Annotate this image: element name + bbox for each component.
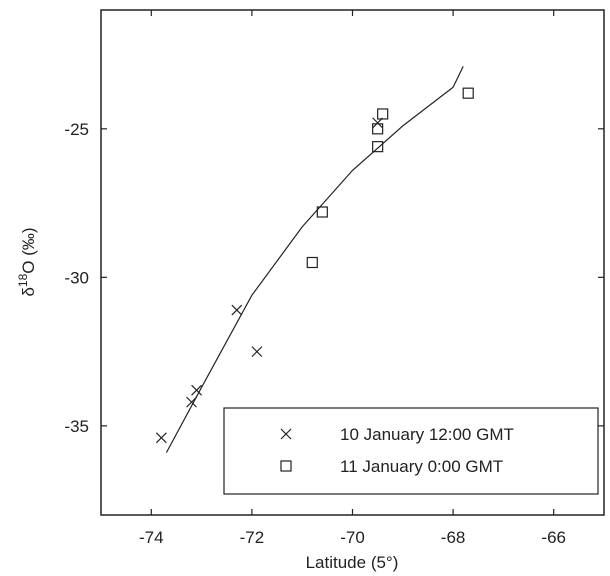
legend-label-series-1: 10 January 12:00 GMT	[340, 425, 514, 444]
legend-box	[223, 407, 599, 495]
point-x-marker	[155, 432, 167, 444]
point-square-marker	[306, 256, 318, 269]
x-tick-label: -68	[441, 528, 466, 547]
point-square-marker	[316, 206, 328, 218]
point-square-marker	[462, 87, 474, 99]
legend: 10 January 12:00 GMT 11 January 0:00 GMT	[223, 407, 599, 495]
x-tick-label: -74	[139, 528, 164, 547]
x-tick-label: -72	[240, 528, 265, 547]
y-tick-label: -25	[64, 120, 89, 139]
point-square-marker	[377, 108, 389, 120]
fit-line	[165, 66, 464, 453]
x-tick-label: -70	[340, 528, 365, 547]
y-tick-label: -30	[64, 268, 89, 287]
legend-label-series-2: 11 January 0:00 GMT	[340, 457, 503, 476]
point-square-marker	[372, 141, 384, 153]
legend-marker-square	[280, 460, 292, 472]
data-points	[155, 87, 474, 444]
point-x-marker	[251, 346, 263, 358]
axis-ticks: -74 -72 -70 -68 -66 -25 -30 -35	[64, 10, 604, 547]
y-tick-label: -35	[64, 417, 89, 436]
x-axis-label: Latitude (5°)	[306, 553, 399, 572]
x-tick-label: -66	[541, 528, 566, 547]
point-x-marker	[231, 304, 243, 316]
point-square-marker	[372, 123, 384, 135]
legend-marker-x	[280, 428, 292, 440]
point-x-marker	[186, 396, 197, 408]
y-axis-label: δ18O (‰)	[16, 227, 38, 296]
fit-line-group	[165, 66, 464, 453]
point-x-marker	[191, 384, 202, 396]
